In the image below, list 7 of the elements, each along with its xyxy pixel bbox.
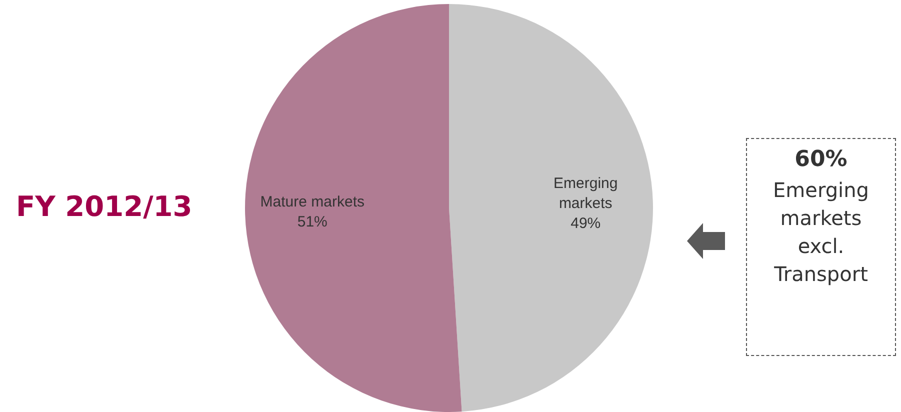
data-label: 49%: [570, 214, 601, 232]
text: FY 2012/13: [16, 190, 192, 223]
slice-label: Emerging markets: [554, 174, 618, 212]
data-label: 51%: [297, 213, 328, 230]
text: Emerging markets excl. Transport: [772, 177, 870, 288]
slice-label: Mature markets: [260, 193, 364, 210]
text: 60%: [794, 146, 848, 174]
